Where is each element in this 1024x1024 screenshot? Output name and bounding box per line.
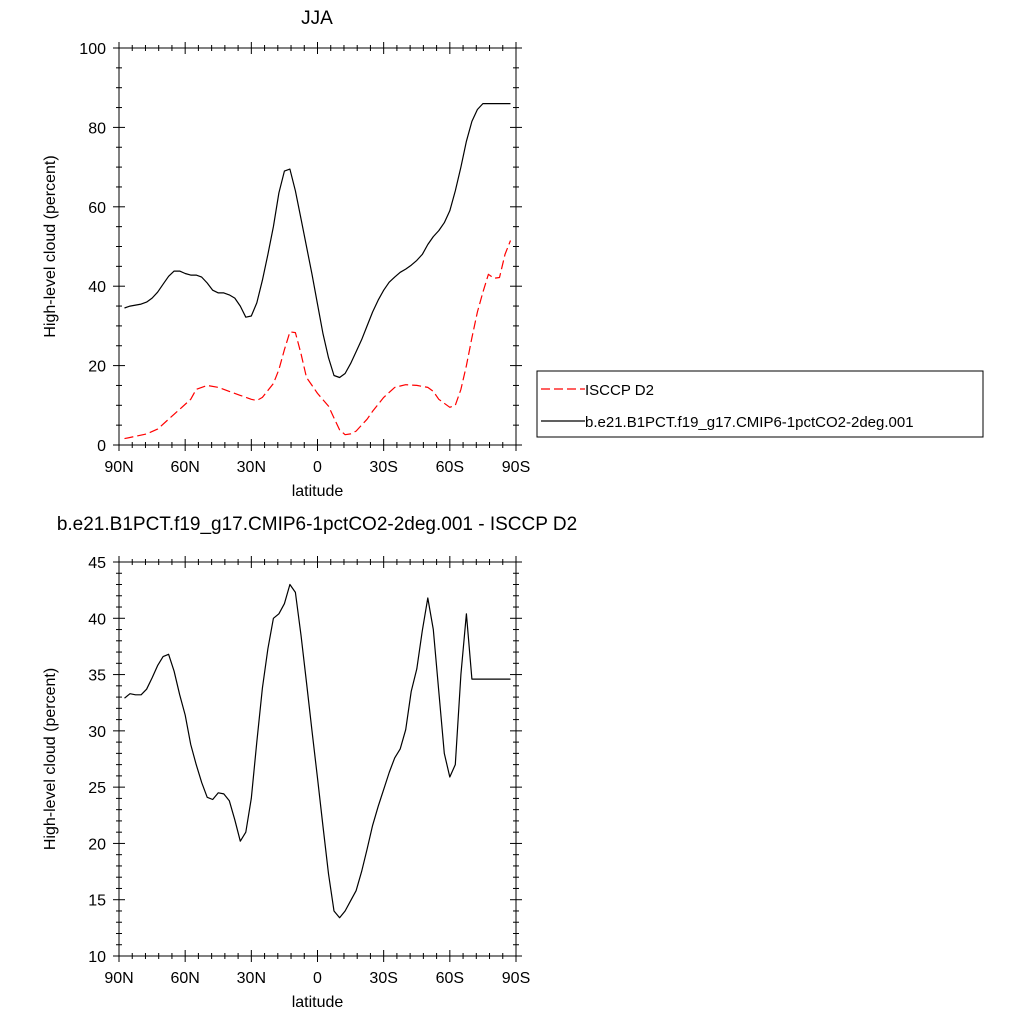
y-tick-label: 45 — [88, 555, 106, 572]
y-tick-label: 10 — [88, 949, 106, 966]
y-tick-label: 15 — [88, 893, 106, 910]
x-tick-label: 90S — [502, 459, 530, 476]
y-tick-label: 40 — [88, 279, 106, 296]
y-tick-label: 100 — [79, 41, 106, 58]
x-tick-label: 60S — [436, 970, 464, 987]
y-tick-label: 60 — [88, 200, 106, 217]
series-line-1 — [124, 583, 511, 919]
y-tick-label: 40 — [88, 611, 106, 628]
x-tick-label: 90N — [104, 970, 133, 987]
x-tick-label: 90N — [104, 459, 133, 476]
y-axis-label: High-level cloud (percent) — [42, 155, 59, 337]
x-tick-label: 30S — [369, 459, 397, 476]
y-tick-label: 20 — [88, 836, 106, 853]
chart-1: JJA 0 20 40 60 80 100 90N 60N 30N 0 30S 60S 90S latitu… — [42, 8, 984, 500]
x-axis-label: latitude — [292, 483, 344, 500]
y-tick-label: 25 — [88, 780, 106, 797]
x-axis-label: latitude — [292, 994, 344, 1011]
x-tick-label: 30S — [369, 970, 397, 987]
y-tick-label: 0 — [97, 438, 106, 455]
x-tick-label: 30N — [237, 970, 266, 987]
x-tick-label: 60S — [436, 459, 464, 476]
chart-title: b.e21.B1PCT.f19_g17.CMIP6-1pctCO2-2deg.0… — [57, 514, 577, 535]
series-line-2 — [124, 103, 511, 379]
x-tick-label: 0 — [313, 970, 322, 987]
series-line-1 — [124, 240, 512, 440]
plot-frame — [118, 47, 517, 446]
x-tick-label: 90S — [502, 970, 530, 987]
legend: ISCCP D2 b.e21.B1PCT.f19_g17.CMIP6-1pctCO… — [536, 370, 984, 438]
plot-frame — [118, 561, 517, 957]
legend-label-1: ISCCP D2 — [585, 382, 654, 399]
y-tick-label: 30 — [88, 724, 106, 741]
legend-box — [536, 370, 984, 438]
y-tick-label: 35 — [88, 668, 106, 685]
y-tick-label: 80 — [88, 120, 106, 137]
x-tick-label: 60N — [170, 970, 199, 987]
x-tick-label: 0 — [313, 459, 322, 476]
chart-2: b.e21.B1PCT.f19_g17.CMIP6-1pctCO2-2deg.0… — [42, 514, 577, 1011]
legend-label-2: b.e21.B1PCT.f19_g17.CMIP6-1pctCO2-2deg.0… — [585, 414, 914, 431]
y-tick-label: 20 — [88, 359, 106, 376]
x-tick-label: 60N — [170, 459, 199, 476]
y-axis-label: High-level cloud (percent) — [42, 668, 59, 850]
x-tick-label: 30N — [237, 459, 266, 476]
chart-title: JJA — [301, 8, 333, 29]
